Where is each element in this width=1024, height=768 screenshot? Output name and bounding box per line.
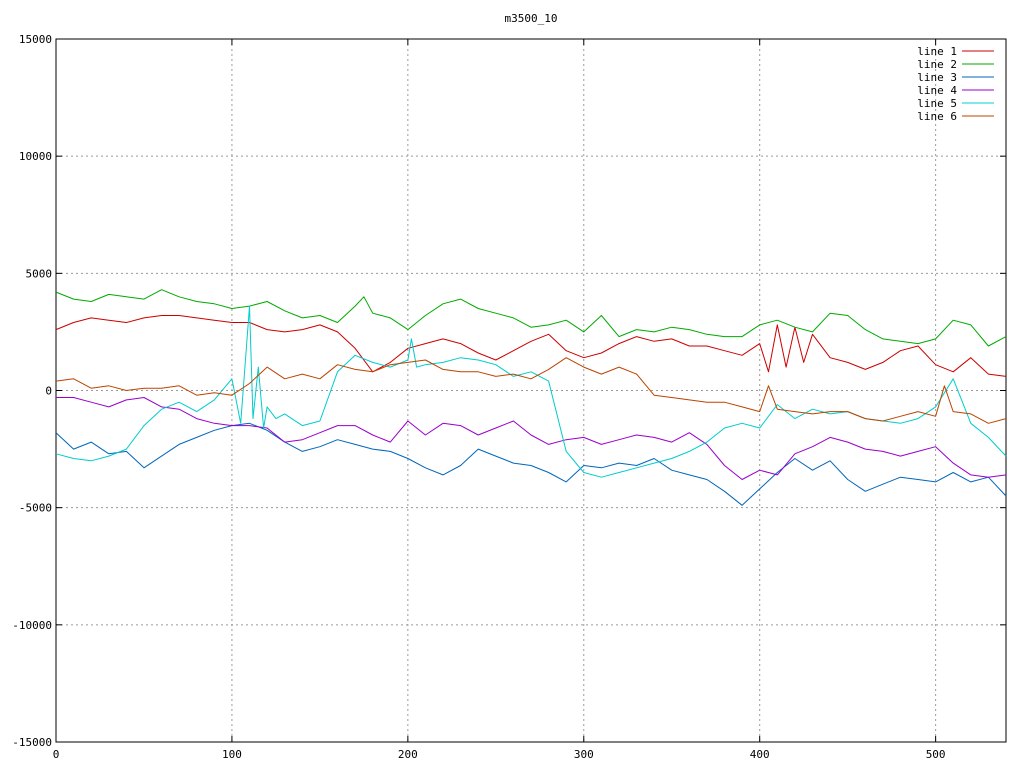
y-tick-label: 15000 [19,33,52,46]
y-tick-label: 0 [45,385,52,398]
y-tick-label: -5000 [19,502,52,515]
legend-label: line 4 [917,84,957,97]
series-line-5 [55,305,1007,478]
legend-label: line 3 [917,71,957,84]
chart-title: m3500_10 [505,12,558,25]
series-lines [55,289,1007,506]
y-tick-label: -10000 [12,619,52,632]
series-line-3 [55,422,1007,506]
series-line-6 [55,357,1007,424]
y-tick-label: 5000 [26,267,53,280]
x-tick-label: 300 [574,748,594,761]
axis-ticks: -15000 -10000 -5000 0 5000 10000 15000 0 100 200 3… [12,33,1006,761]
x-tick-label: 500 [926,748,946,761]
x-tick-label: 100 [222,748,242,761]
legend-label: line 2 [917,58,957,71]
series-line-4 [56,397,1007,480]
legend-label: line 5 [917,97,957,110]
y-tick-label: 10000 [19,150,52,163]
legend-label: line 1 [917,45,957,58]
x-tick-label: 200 [398,748,418,761]
legend-label: line 6 [917,110,957,123]
y-tick-label: -15000 [12,736,52,749]
series-line-2 [55,289,1007,347]
series-line-1 [55,315,1007,377]
x-tick-label: 400 [750,748,770,761]
x-tick-label: 0 [53,748,60,761]
grid [56,39,1006,742]
